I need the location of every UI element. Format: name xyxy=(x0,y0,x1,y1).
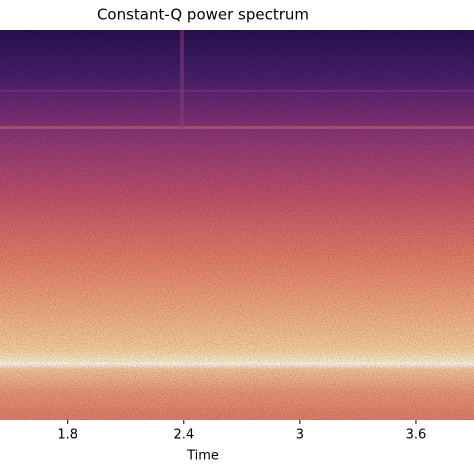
spectrogram-image xyxy=(0,30,474,420)
x-axis-label: Time xyxy=(186,449,219,464)
x-tick-label: 3.6 xyxy=(406,428,427,443)
x-tick-label: 2.4 xyxy=(173,428,194,443)
x-tick-label: 3 xyxy=(296,428,304,443)
x-tick-label: 1.8 xyxy=(57,428,78,443)
chart-title: Constant-Q power spectrum xyxy=(97,6,309,24)
